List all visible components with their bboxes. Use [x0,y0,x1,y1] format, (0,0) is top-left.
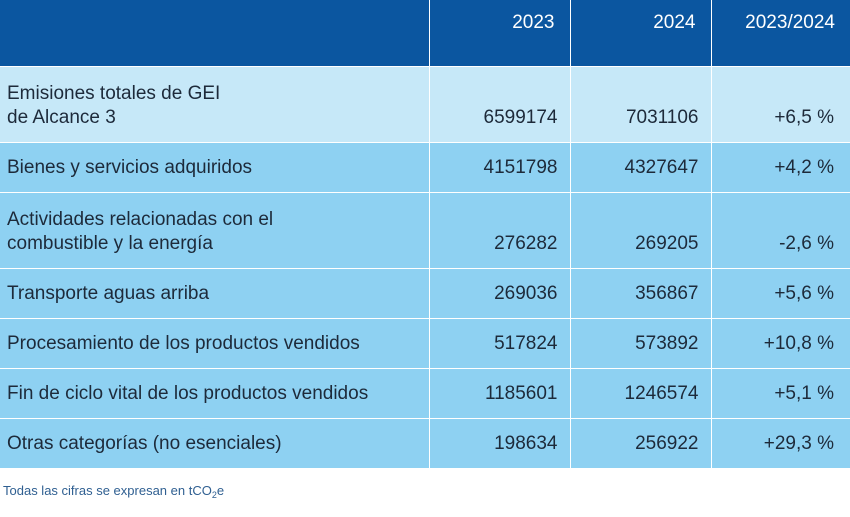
footnote-text: Todas las cifras se expresan en tCO [3,483,212,498]
units-footnote: Todas las cifras se expresan en tCO2e [3,483,225,500]
change-value: -2,6 % [710,191,850,269]
header-2024: 2024 [569,0,712,67]
table-row: Transporte aguas arriba 269036 356867 +5… [0,267,850,319]
value-2023: 198634 [428,417,571,469]
value-2024: 256922 [569,417,712,469]
table-header: 2023 2024 2023/2024 [0,0,850,67]
row-label: Emisiones totales de GEI de Alcance 3 [0,65,430,143]
value-2024: 356867 [569,267,712,319]
table-row: Actividades relacionadas con el combusti… [0,191,850,269]
header-row: 2023 2024 2023/2024 [0,0,850,67]
value-2024: 4327647 [569,141,712,193]
change-value: +29,3 % [710,417,850,469]
header-category [0,0,430,67]
header-2023: 2023 [428,0,571,67]
row-label: Procesamiento de los productos vendidos [0,317,430,369]
change-value: +6,5 % [710,65,850,143]
change-value: +5,1 % [710,367,850,419]
value-2024: 1246574 [569,367,712,419]
change-value: +4,2 % [710,141,850,193]
row-label: Bienes y servicios adquiridos [0,141,430,193]
value-2023: 517824 [428,317,571,369]
value-2023: 276282 [428,191,571,269]
value-2024: 7031106 [569,65,712,143]
footnote-suffix: e [216,483,225,498]
table-row-total-scope3: Emisiones totales de GEI de Alcance 3 65… [0,65,850,143]
emissions-table: 2023 2024 2023/2024 Emisiones totales de… [0,0,850,469]
row-label: Actividades relacionadas con el combusti… [0,191,430,269]
value-2023: 269036 [428,267,571,319]
header-change: 2023/2024 [710,0,850,67]
table-row: Bienes y servicios adquiridos 4151798 43… [0,141,850,193]
table-body: Emisiones totales de GEI de Alcance 3 65… [0,65,850,469]
table-row: Otras categorías (no esenciales) 198634 … [0,417,850,469]
value-2023: 4151798 [428,141,571,193]
value-2023: 1185601 [428,367,571,419]
row-label: Fin de ciclo vital de los productos vend… [0,367,430,419]
row-label: Otras categorías (no esenciales) [0,417,430,469]
table-row: Procesamiento de los productos vendidos … [0,317,850,369]
change-value: +10,8 % [710,317,850,369]
row-label: Transporte aguas arriba [0,267,430,319]
footnote-subscript: 2 [211,490,217,500]
change-value: +5,6 % [710,267,850,319]
value-2024: 269205 [569,191,712,269]
value-2024: 573892 [569,317,712,369]
table-row: Fin de ciclo vital de los productos vend… [0,367,850,419]
value-2023: 6599174 [428,65,571,143]
